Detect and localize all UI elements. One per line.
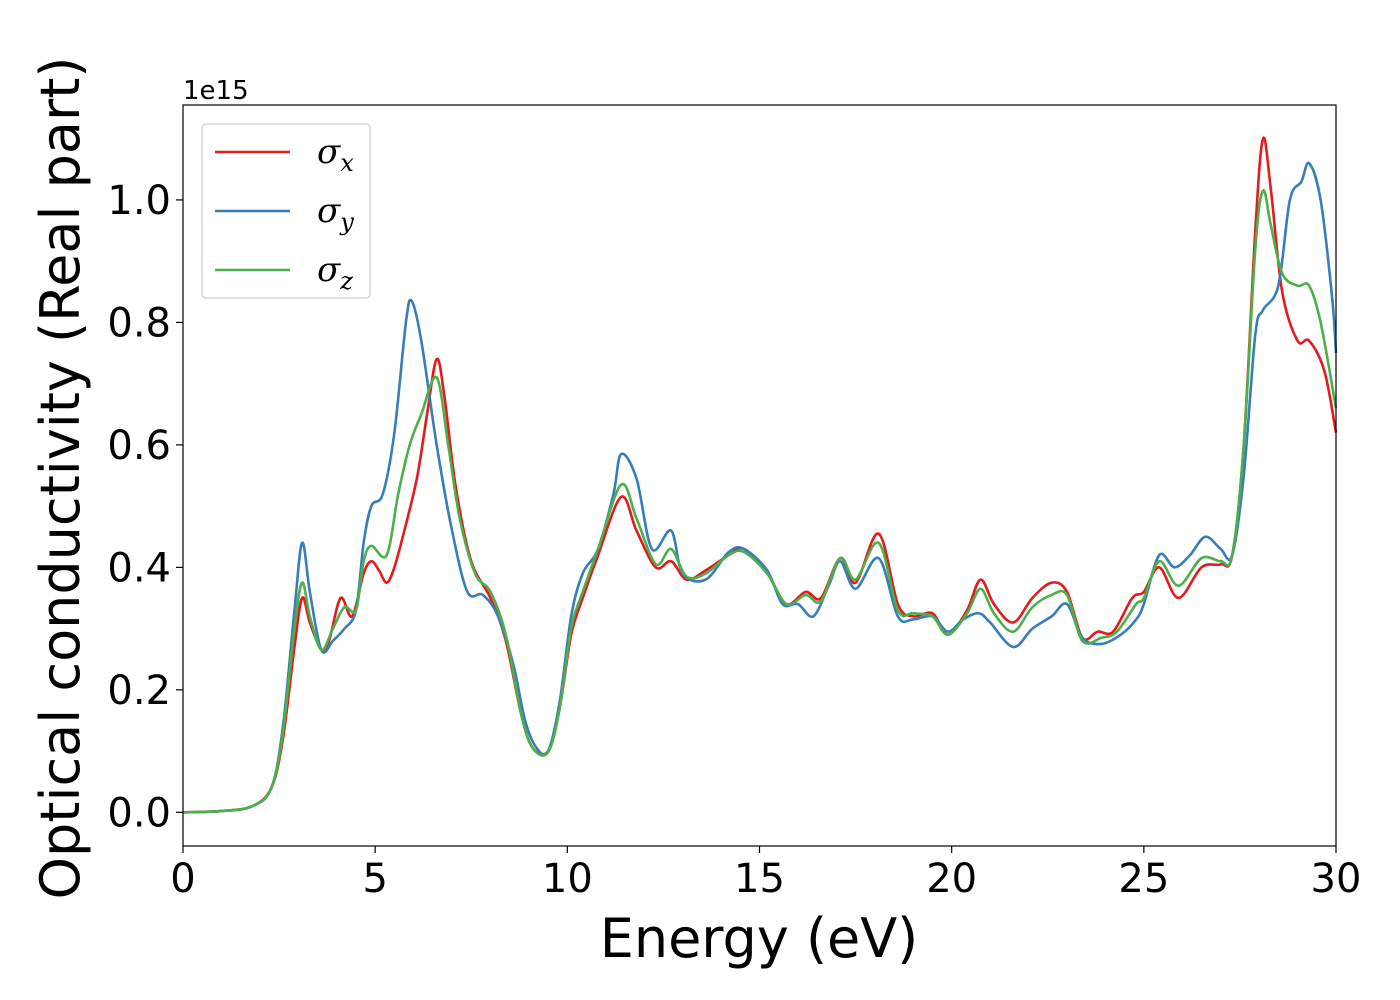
x-tick-label: 30	[1311, 856, 1362, 902]
plot-background	[183, 105, 1336, 846]
x-tick-label: 0	[170, 856, 195, 902]
series-line-y	[182, 161, 1338, 814]
y-tick-label: 0.6	[107, 423, 171, 469]
series-line-z	[182, 189, 1338, 814]
y-axis-label: Optical conductivity (Real part)	[29, 57, 92, 900]
y-tick-label: 0.0	[107, 790, 171, 836]
y-tick-label: 0.4	[107, 545, 171, 591]
y-tick-label: 0.2	[107, 668, 171, 714]
x-axis-label: Energy (eV)	[600, 907, 919, 970]
x-tick-label: 25	[1118, 856, 1169, 902]
x-tick-label: 10	[542, 856, 593, 902]
legend-label-y: σy	[317, 191, 354, 236]
x-tick-label: 5	[362, 856, 387, 902]
legend-label-z: σz	[317, 250, 353, 295]
legend-label-x: σx	[317, 132, 354, 177]
y-tick-label: 0.8	[107, 300, 171, 346]
legend: σx σy σz	[201, 123, 371, 299]
y-offset-label: 1e15	[183, 76, 249, 106]
x-tick-label: 15	[734, 856, 785, 902]
y-tick-label: 1.0	[107, 178, 171, 224]
x-axis-ticks: 0 5 10 15 20 25 30	[170, 846, 1361, 902]
series-layer	[182, 136, 1338, 814]
x-tick-label: 20	[926, 856, 977, 902]
y-axis-ticks: 0.0 0.2 0.4 0.6 0.8 1.0	[107, 178, 183, 836]
